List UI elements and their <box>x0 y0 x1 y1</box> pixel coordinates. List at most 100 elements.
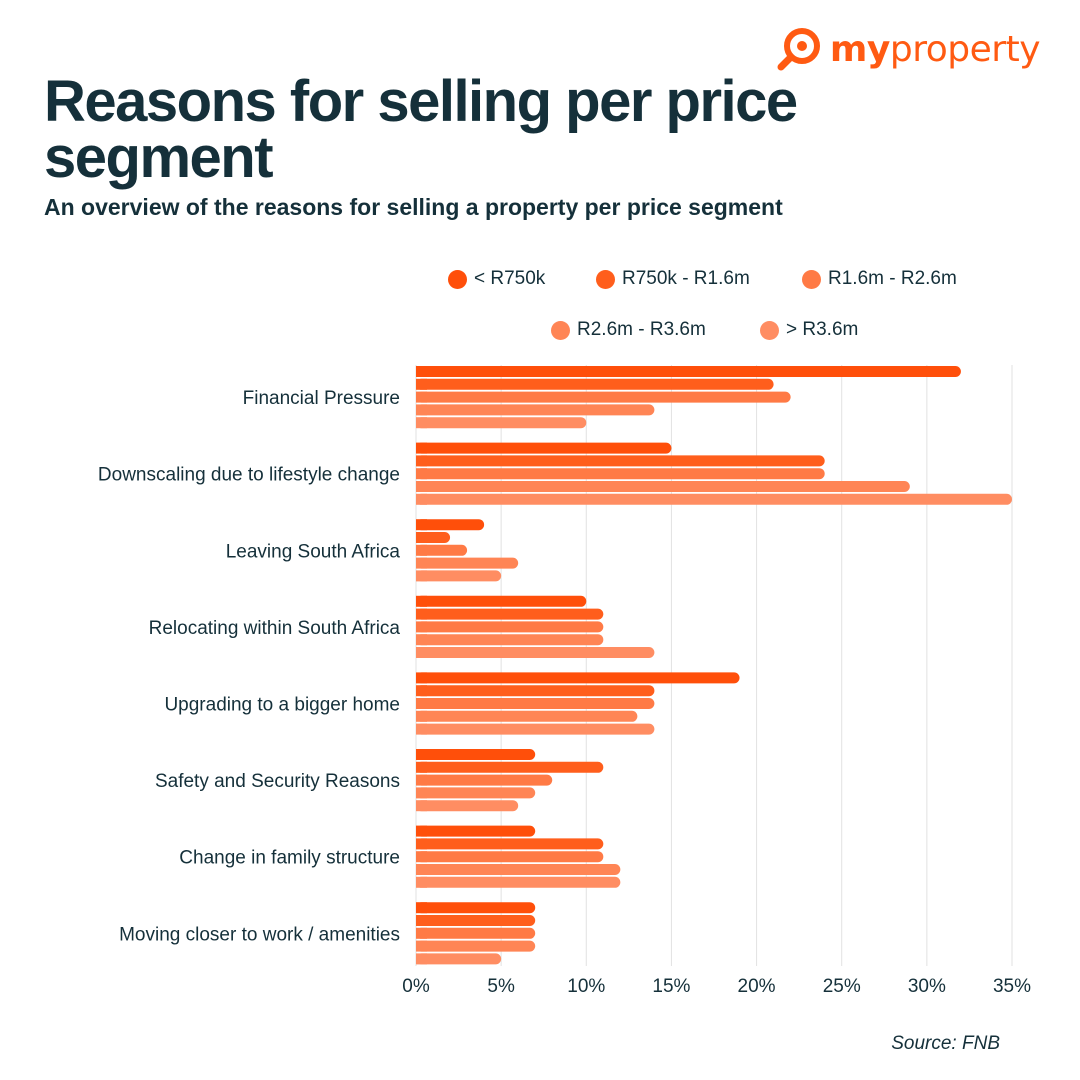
brand-prefix: my <box>829 28 890 70</box>
magnifier-pin-icon <box>777 28 820 71</box>
legend-item: R750k - R1.6m <box>596 268 750 290</box>
bar <box>416 800 519 812</box>
bar-base <box>416 519 427 531</box>
bar <box>416 698 655 709</box>
bar-base <box>416 902 427 914</box>
bar-base <box>416 570 427 582</box>
bar <box>416 647 655 658</box>
legend-label: > R3.6m <box>786 319 859 340</box>
bar-base <box>416 774 427 786</box>
bar <box>416 825 536 837</box>
bar-base <box>416 532 427 543</box>
bar <box>416 787 536 799</box>
bar <box>416 442 672 454</box>
bar-base <box>416 391 427 403</box>
x-tick-label: 35% <box>993 976 1031 997</box>
chart-subtitle: An overview of the reasons for selling a… <box>44 194 783 220</box>
bar-base <box>416 800 427 812</box>
bar-base <box>416 417 427 429</box>
legend-label: R1.6m - R2.6m <box>828 268 957 289</box>
bar <box>416 608 604 620</box>
chart-title: Reasons for selling per price segment <box>44 69 798 190</box>
bar-base <box>416 685 427 697</box>
bar-base <box>416 493 427 505</box>
bar <box>416 378 774 390</box>
bar-base <box>416 608 427 620</box>
bar <box>416 902 536 914</box>
legend-swatch <box>551 320 570 340</box>
legend-swatch <box>448 269 467 289</box>
legend-item: R2.6m - R3.6m <box>551 319 706 341</box>
bar <box>416 685 655 697</box>
bar-base <box>416 468 427 480</box>
bar <box>416 557 519 569</box>
bar <box>416 519 485 531</box>
bar <box>416 391 791 403</box>
bar <box>416 493 1012 505</box>
bar-base <box>416 366 427 377</box>
bar-base <box>416 647 427 658</box>
bar <box>416 595 587 607</box>
bar <box>416 927 536 939</box>
bar <box>416 876 621 888</box>
bar-base <box>416 864 427 875</box>
category-label: Moving closer to work / amenities <box>119 924 400 945</box>
x-tick-label: 30% <box>908 976 946 997</box>
bar-base <box>416 404 427 416</box>
category-label: Change in family structure <box>179 848 400 869</box>
bar <box>416 570 502 582</box>
bar <box>416 749 536 760</box>
category-label: Relocating within South Africa <box>149 618 401 639</box>
bar-base <box>416 481 427 492</box>
legend-swatch <box>760 320 779 340</box>
bar-base <box>416 621 427 633</box>
x-tick-label: 10% <box>567 976 605 997</box>
bar <box>416 915 536 926</box>
x-tick-label: 20% <box>738 976 776 997</box>
bar <box>416 621 604 633</box>
bar-base <box>416 761 427 773</box>
category-label: Safety and Security Reasons <box>155 771 400 792</box>
source-note: Source: FNB <box>891 1033 1000 1054</box>
x-tick-label: 25% <box>823 976 861 997</box>
category-label: Upgrading to a bigger home <box>164 695 400 716</box>
bar <box>416 851 604 863</box>
x-tick-label: 15% <box>652 976 690 997</box>
bar <box>416 774 553 786</box>
x-tick-label: 5% <box>487 976 515 997</box>
bar-base <box>416 698 427 709</box>
bar <box>416 953 502 965</box>
x-tick-label: 0% <box>402 976 430 997</box>
bar-base <box>416 825 427 837</box>
bar-base <box>416 940 427 952</box>
bar <box>416 417 587 429</box>
brand-wordmark: myproperty <box>829 28 1041 70</box>
category-label: Financial Pressure <box>243 388 400 409</box>
bar-base <box>416 876 427 888</box>
bar <box>416 672 740 684</box>
bar-base <box>416 851 427 863</box>
legend-swatch <box>802 269 821 289</box>
category-label: Downscaling due to lifestyle change <box>98 465 400 486</box>
category-label: Leaving South Africa <box>226 541 401 562</box>
legend-label: < R750k <box>474 268 546 289</box>
bar <box>416 838 604 850</box>
bar <box>416 481 910 492</box>
brand-logo: myproperty <box>776 26 1041 72</box>
bar-base <box>416 544 427 556</box>
bar <box>416 455 825 467</box>
bar <box>416 761 604 773</box>
bar-base <box>416 557 427 569</box>
bar <box>416 404 655 416</box>
bar-base <box>416 723 427 735</box>
bar-base <box>416 915 427 926</box>
legend-label: R2.6m - R3.6m <box>577 319 706 340</box>
bar <box>416 544 468 556</box>
bar-base <box>416 595 427 607</box>
bar-base <box>416 927 427 939</box>
legend-label: R750k - R1.6m <box>622 268 750 289</box>
bar-base <box>416 749 427 760</box>
bar-base <box>416 838 427 850</box>
bar <box>416 864 621 875</box>
bar-base <box>416 953 427 965</box>
